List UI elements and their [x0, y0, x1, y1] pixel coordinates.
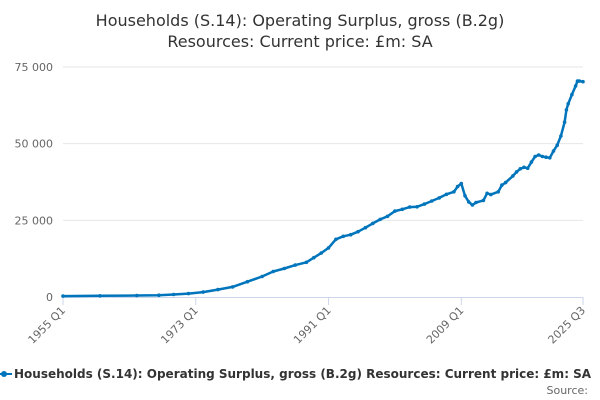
data-point-32[interactable] — [437, 196, 442, 200]
data-point-61[interactable] — [562, 120, 567, 124]
data-point-40[interactable] — [474, 200, 478, 205]
y-tick-label: 75 000 — [15, 61, 54, 74]
data-point-5[interactable] — [186, 291, 191, 296]
data-point-16[interactable] — [319, 251, 324, 255]
legend-marker — [1, 371, 7, 377]
data-point-57[interactable] — [548, 156, 552, 160]
data-point-25[interactable] — [385, 214, 390, 219]
data-point-36[interactable] — [459, 181, 464, 186]
data-point-54[interactable] — [536, 153, 541, 157]
data-point-51[interactable] — [525, 166, 530, 170]
data-point-56[interactable] — [544, 155, 548, 159]
data-point-68[interactable] — [581, 79, 585, 84]
data-point-34[interactable] — [452, 190, 456, 194]
data-point-23[interactable] — [371, 221, 375, 226]
data-point-53[interactable] — [533, 154, 537, 159]
data-point-2[interactable] — [135, 293, 139, 298]
legend-label: Households (S.14): Operating Surplus, gr… — [14, 367, 592, 381]
series-line-0[interactable] — [61, 79, 585, 298]
data-point-3[interactable] — [157, 293, 161, 298]
x-tick-label: 1991 Q1 — [291, 304, 334, 347]
data-point-48[interactable] — [514, 170, 519, 174]
data-point-52[interactable] — [529, 160, 534, 164]
chart-title-line-2: Resources: Current price: £m: SA — [167, 32, 432, 51]
data-point-64[interactable] — [570, 92, 574, 97]
y-tick-label: 50 000 — [15, 138, 54, 151]
data-point-46[interactable] — [503, 180, 508, 185]
data-point-67[interactable] — [577, 79, 582, 83]
data-point-19[interactable] — [341, 234, 346, 239]
data-point-29[interactable] — [415, 205, 419, 209]
data-point-12[interactable] — [282, 266, 287, 271]
x-tick-label: 2009 Q1 — [424, 304, 467, 347]
data-point-22[interactable] — [363, 225, 368, 230]
data-point-18[interactable] — [334, 237, 338, 242]
y-axis: 0 25 000 50 000 75 000 — [15, 61, 54, 304]
data-point-65[interactable] — [573, 84, 578, 88]
data-point-24[interactable] — [378, 217, 383, 222]
source-label: Source: — [547, 384, 589, 397]
data-point-42[interactable] — [485, 191, 489, 196]
x-axis: 1955 Q1 1973 Q1 1991 Q1 2009 Q1 2025 Q3 — [26, 297, 589, 347]
data-point-7[interactable] — [216, 287, 220, 292]
data-point-45[interactable] — [500, 183, 504, 187]
data-point-14[interactable] — [304, 260, 309, 265]
chart-title: Households (S.14): Operating Surplus, gr… — [96, 11, 505, 51]
data-point-0[interactable] — [61, 294, 65, 298]
y-tick-label: 25 000 — [15, 214, 54, 227]
data-point-37[interactable] — [463, 194, 467, 198]
data-point-35[interactable] — [455, 184, 460, 189]
data-point-44[interactable] — [496, 190, 501, 194]
data-point-55[interactable] — [540, 154, 545, 159]
data-point-60[interactable] — [559, 134, 563, 138]
data-point-31[interactable] — [430, 199, 434, 203]
y-tick-label: 0 — [46, 291, 53, 304]
data-point-6[interactable] — [201, 290, 205, 294]
chart-title-line-1: Households (S.14): Operating Surplus, gr… — [96, 11, 505, 30]
data-point-13[interactable] — [293, 263, 298, 267]
data-point-10[interactable] — [260, 274, 264, 279]
series-group — [61, 79, 585, 298]
data-point-43[interactable] — [489, 192, 493, 197]
data-point-4[interactable] — [171, 292, 176, 297]
data-point-62[interactable] — [564, 108, 569, 112]
data-point-38[interactable] — [466, 200, 471, 204]
legend[interactable]: Households (S.14): Operating Surplus, gr… — [0, 367, 592, 381]
data-point-15[interactable] — [312, 255, 316, 260]
data-point-20[interactable] — [348, 232, 353, 237]
data-point-9[interactable] — [245, 279, 250, 284]
data-point-41[interactable] — [481, 198, 486, 203]
data-point-8[interactable] — [230, 285, 235, 289]
data-point-50[interactable] — [522, 165, 526, 170]
data-point-58[interactable] — [551, 149, 556, 153]
data-point-26[interactable] — [393, 209, 397, 213]
x-tick-label: 1955 Q1 — [26, 304, 69, 347]
data-point-63[interactable] — [566, 102, 570, 106]
data-point-11[interactable] — [271, 269, 276, 274]
data-point-21[interactable] — [356, 229, 360, 234]
data-point-17[interactable] — [326, 246, 331, 250]
grid-lines — [63, 66, 583, 221]
data-point-28[interactable] — [407, 205, 412, 209]
data-point-30[interactable] — [422, 202, 427, 206]
data-point-33[interactable] — [444, 192, 449, 197]
data-point-59[interactable] — [555, 143, 559, 147]
data-point-49[interactable] — [518, 167, 523, 171]
data-point-27[interactable] — [400, 207, 405, 212]
data-point-39[interactable] — [470, 203, 475, 207]
data-point-47[interactable] — [511, 174, 515, 178]
data-point-1[interactable] — [98, 294, 102, 298]
x-tick-label: 1973 Q1 — [158, 304, 201, 347]
x-tick-label: 2025 Q3 — [546, 304, 589, 347]
